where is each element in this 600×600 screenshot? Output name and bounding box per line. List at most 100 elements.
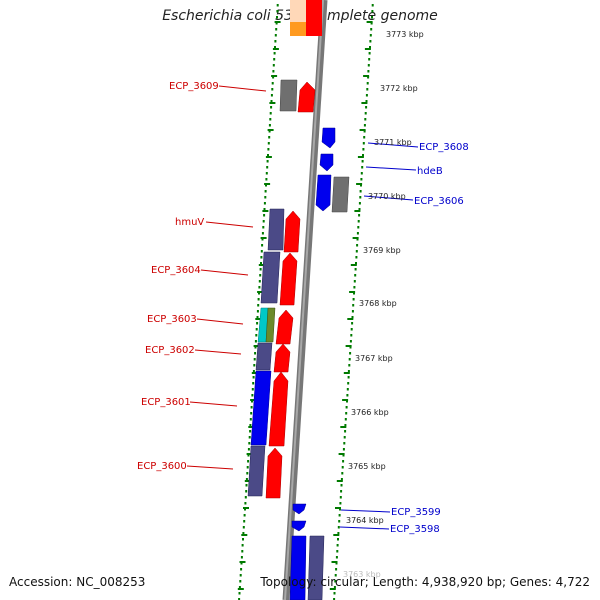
scale-label-3768: 3768 kbp bbox=[359, 299, 397, 308]
gene-ECP_3606[interactable] bbox=[315, 174, 332, 212]
scale-dot bbox=[259, 268, 262, 271]
scale-dot bbox=[249, 430, 252, 433]
scale-dot bbox=[266, 160, 269, 163]
scale-tick bbox=[239, 561, 246, 563]
gene-ECP_3609[interactable] bbox=[279, 79, 298, 112]
scale-dot bbox=[347, 370, 350, 373]
gene-ECP_3602[interactable] bbox=[273, 343, 291, 373]
scale-dot bbox=[358, 202, 361, 205]
scale-dot bbox=[350, 328, 353, 331]
scale-dot bbox=[361, 160, 364, 163]
scale-dot bbox=[363, 136, 366, 139]
scale-label-3772: 3772 kbp bbox=[380, 84, 418, 93]
gene-ECP_3602-slate[interactable] bbox=[255, 342, 273, 371]
scale-dot bbox=[346, 400, 348, 403]
gene-forward-3609b[interactable] bbox=[297, 81, 316, 113]
scale-dot bbox=[339, 508, 341, 511]
gene-gray-3606b[interactable] bbox=[331, 176, 350, 213]
scale-dot bbox=[251, 394, 254, 397]
label-ECP_3600[interactable]: ECP_3600 bbox=[137, 461, 187, 472]
scale-dot bbox=[370, 22, 373, 25]
scale-dot bbox=[354, 274, 357, 277]
scale-dot bbox=[363, 130, 366, 133]
gene-ECP_3598[interactable] bbox=[291, 520, 307, 532]
gene-ECP_3601-blue[interactable] bbox=[250, 370, 272, 446]
scale-dot bbox=[337, 526, 340, 529]
gene-hmuV[interactable] bbox=[283, 210, 301, 253]
scale-dot bbox=[269, 118, 272, 121]
gene-slate-lower[interactable] bbox=[307, 535, 325, 600]
label-ECP_3599[interactable]: ECP_3599 bbox=[391, 507, 441, 518]
scale-dot bbox=[261, 244, 264, 247]
gene-feature-forward[interactable] bbox=[306, 0, 322, 36]
gene-ECP_3603[interactable] bbox=[275, 309, 294, 345]
scale-dot bbox=[362, 142, 365, 145]
gene-ECP_3599[interactable] bbox=[292, 503, 307, 515]
label-ECP_3604[interactable]: ECP_3604 bbox=[151, 265, 201, 276]
scale-dot bbox=[362, 148, 365, 151]
scale-dot bbox=[334, 580, 337, 583]
genome-summary-text: Topology: circular; Length: 4,938,920 bp… bbox=[260, 575, 590, 589]
gene-ECP_3600-slate[interactable] bbox=[247, 445, 266, 497]
scale-dot bbox=[355, 256, 358, 259]
scale-dot bbox=[346, 394, 349, 397]
label-hmuV[interactable]: hmuV bbox=[175, 217, 204, 228]
scale-tick bbox=[271, 75, 278, 77]
scale-dot bbox=[336, 550, 339, 553]
label-ECP_3608[interactable]: ECP_3608 bbox=[419, 142, 469, 153]
scale-tick bbox=[354, 210, 361, 212]
scale-tick bbox=[260, 237, 267, 239]
scale-dot bbox=[272, 64, 275, 67]
scale-tick bbox=[253, 345, 260, 347]
gene-hdeB[interactable] bbox=[319, 153, 334, 172]
gene-ECP_3600[interactable] bbox=[265, 447, 283, 499]
gene-ECP_3601[interactable] bbox=[268, 371, 289, 447]
gene-ECP_3603-olive[interactable] bbox=[265, 307, 276, 343]
scale-dot bbox=[358, 214, 361, 217]
label-hdeB[interactable]: hdeB bbox=[417, 166, 443, 177]
scale-dot bbox=[264, 196, 267, 199]
label-ECP_3603[interactable]: ECP_3603 bbox=[147, 314, 197, 325]
scale-dot bbox=[250, 406, 253, 409]
scale-tick bbox=[345, 345, 352, 347]
gene-reverse-lower[interactable] bbox=[289, 535, 307, 600]
scale-dot bbox=[370, 28, 373, 31]
label-ECP_3598[interactable]: ECP_3598 bbox=[390, 524, 440, 535]
scale-dot bbox=[263, 208, 266, 211]
gene-hmuV-slate[interactable] bbox=[267, 208, 285, 251]
scale-tick bbox=[244, 480, 251, 482]
label-ECP_3606[interactable]: ECP_3606 bbox=[414, 196, 464, 207]
scale-dot bbox=[338, 514, 341, 517]
scale-dot bbox=[356, 238, 359, 241]
scale-dot bbox=[245, 484, 248, 487]
gene-ECP_3604[interactable] bbox=[279, 252, 298, 306]
label-ECP_3602[interactable]: ECP_3602 bbox=[145, 345, 195, 356]
scale-dot bbox=[349, 340, 352, 343]
gene-features[interactable] bbox=[247, 0, 350, 600]
label-ECP_3609[interactable]: ECP_3609 bbox=[169, 81, 219, 92]
scale-dot bbox=[340, 484, 343, 487]
scale-label-3770: 3770 kbp bbox=[368, 192, 406, 201]
scale-tick bbox=[264, 183, 271, 185]
scale-dot bbox=[244, 496, 247, 499]
scale-dot bbox=[243, 520, 246, 523]
scale-dot-columns bbox=[237, 4, 374, 600]
gene-ECP_3604-slate[interactable] bbox=[260, 251, 281, 304]
scale-dot bbox=[270, 106, 273, 109]
scale-dot bbox=[360, 184, 362, 187]
scale-dot bbox=[371, 10, 374, 13]
scale-dot bbox=[346, 388, 349, 391]
scale-dot bbox=[258, 292, 260, 295]
gene-feature-faded[interactable] bbox=[290, 0, 306, 22]
scale-dot bbox=[360, 172, 363, 175]
gene-ECP_3608[interactable] bbox=[321, 127, 336, 149]
label-ECP_3601[interactable]: ECP_3601 bbox=[141, 397, 191, 408]
gene-feature-orange[interactable] bbox=[290, 22, 306, 36]
scale-dot bbox=[246, 472, 249, 475]
scale-dot bbox=[240, 556, 243, 559]
scale-dot bbox=[339, 496, 342, 499]
scale-dot bbox=[242, 526, 245, 529]
scale-dot bbox=[368, 52, 371, 55]
scale-dot bbox=[334, 574, 337, 577]
